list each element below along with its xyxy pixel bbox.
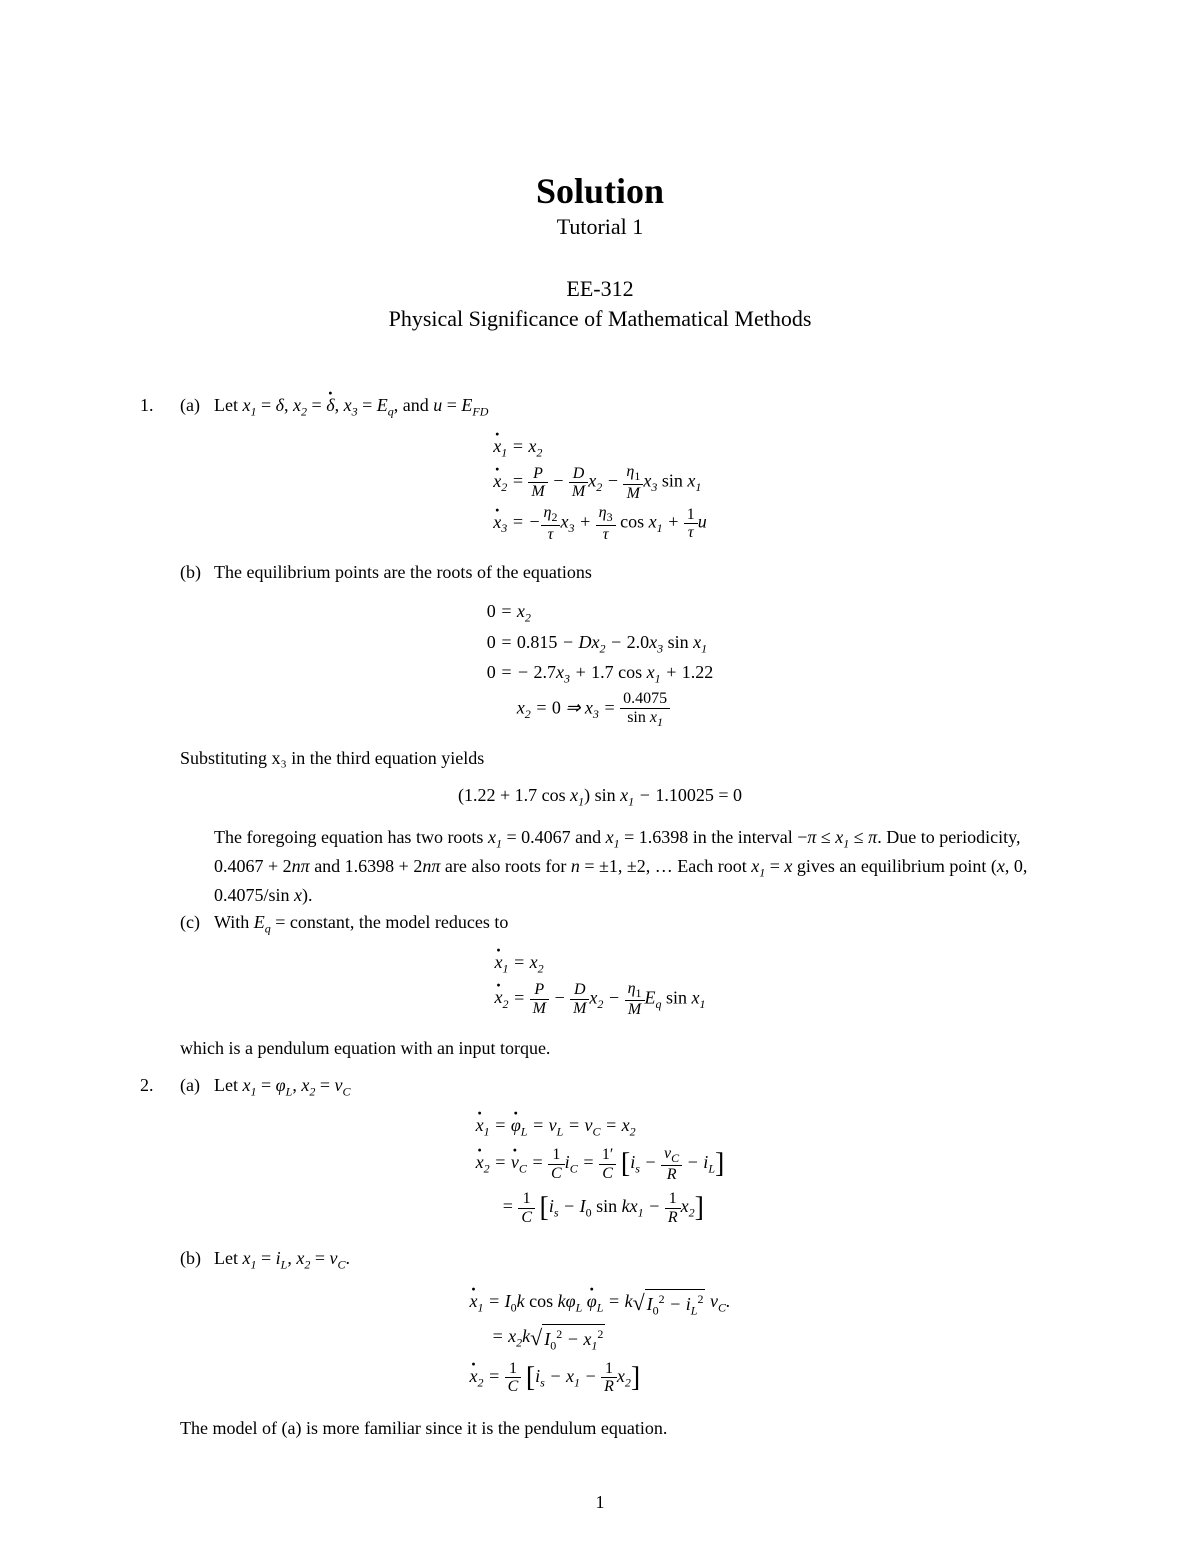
part-intro: Let x1 = iL, x2 = vC.: [214, 1245, 1060, 1274]
course-name: Physical Significance of Mathematical Me…: [140, 306, 1060, 332]
equations-2b: x1 = I0k cos kφL φL = k√I02 − iL2 vC. = …: [140, 1284, 1060, 1401]
course-code: EE-312: [140, 276, 1060, 302]
conclusion-1b: The foregoing equation has two roots x1 …: [214, 824, 1060, 908]
conclusion-2b: The model of (a) is more familiar since …: [180, 1415, 1060, 1442]
part-letter: (c): [180, 909, 214, 936]
page-number: 1: [0, 1492, 1200, 1513]
substitution-equation: (1.22 + 1.7 cos x1) sin x1 − 1.10025 = 0: [140, 782, 1060, 811]
part-letter: (a): [180, 1072, 214, 1099]
part-letter: (a): [180, 392, 214, 419]
problem-1a: 1. (a) Let x1 = δ, x2 = δ, x3 = Eq, and …: [140, 392, 1060, 421]
document-page: Solution Tutorial 1 EE-312 Physical Sign…: [0, 0, 1200, 1553]
part-intro: The equilibrium points are the roots of …: [214, 559, 1060, 586]
part-letter: (b): [180, 559, 214, 586]
equations-2a: x1 = φL = vL = vC = x2 x2 = vC = 1CiC = …: [140, 1110, 1060, 1231]
part-letter: (b): [180, 1245, 214, 1272]
problem-list: 1. (a) Let x1 = δ, x2 = δ, x3 = Eq, and …: [140, 392, 1060, 1442]
equations-1a: x1 = x2 x2 = PM − DMx2 − η1Mx3 sin x1 x3…: [140, 431, 1060, 546]
part-intro: With Eq = constant, the model reduces to: [214, 909, 1060, 938]
equations-1b: 0 = x2 0 = 0.815 − Dx2 − 2.0x3 sin x1 0 …: [140, 596, 1060, 731]
problem-2b: (b) Let x1 = iL, x2 = vC.: [180, 1245, 1060, 1274]
substitution-text: Substituting x₃ in the third equation yi…: [180, 745, 1060, 772]
problem-1c: (c) With Eq = constant, the model reduce…: [180, 909, 1060, 938]
part-intro: Let x1 = δ, x2 = δ, x3 = Eq, and u = EFD: [214, 392, 1060, 421]
problem-2a: 2. (a) Let x1 = φL, x2 = vC: [140, 1072, 1060, 1101]
problem-number: 1.: [140, 392, 180, 419]
page-subtitle: Tutorial 1: [140, 214, 1060, 240]
part-intro: Let x1 = φL, x2 = vC: [214, 1072, 1060, 1101]
problem-1b: (b) The equilibrium points are the roots…: [180, 559, 1060, 586]
problem-number: 2.: [140, 1072, 180, 1099]
conclusion-1c: which is a pendulum equation with an inp…: [180, 1035, 1060, 1062]
page-title: Solution: [140, 170, 1060, 212]
equations-1c: x1 = x2 x2 = PM − DMx2 − η1MEq sin x1: [140, 947, 1060, 1021]
